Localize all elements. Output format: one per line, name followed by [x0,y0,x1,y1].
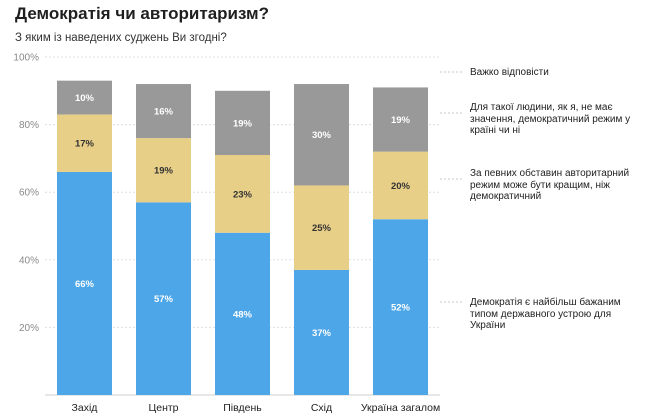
chart-subtitle: З яким із наведених суджень Ви згодні? [15,32,227,44]
x-tick-label: Захід [72,402,98,414]
bar-segment [57,80,112,115]
data-label: 48% [233,309,253,320]
data-label: 20% [391,181,411,192]
chart-title: Демократія чи авторитаризм? [15,4,269,23]
y-tick-label: 60% [19,188,39,199]
data-label: 37% [312,328,332,339]
data-label: 66% [75,279,95,290]
bar-segment [373,219,428,395]
data-label: 57% [154,294,174,305]
data-label: 16% [154,107,174,118]
data-label: 19% [233,118,253,129]
data-label: 19% [391,115,411,126]
bar-segment [136,138,191,203]
bar-segment [294,185,349,270]
bar-segment [373,87,428,152]
y-tick-label: 20% [19,323,39,334]
legend-item-hard-to-answer: Важко відповісти [470,67,549,78]
bar-segment [215,232,270,395]
x-tick-label: Україна загалом [361,402,440,414]
bar-segment [57,171,112,395]
data-label: 23% [233,189,253,200]
bar-segment [215,90,270,156]
bar-segment [294,269,349,395]
legend-item-no-difference: Для такої людини, як я, не має значення,… [470,102,631,136]
y-tick-label: 80% [19,120,39,131]
y-tick-label: 40% [19,255,39,266]
bar-segment [215,155,270,233]
data-label: 52% [391,303,411,314]
bar-segment [136,84,191,139]
legend-item-authoritarian: За певних обставин авторитарний режим мо… [470,168,630,202]
legend-item-democracy: Демократія є найбільш бажаним типом держ… [470,297,621,331]
bar-segment [294,84,349,186]
bar-segment [57,114,112,172]
data-label: 19% [154,166,174,177]
x-tick-label: Центр [148,402,178,414]
x-tick-label: Південь [223,402,262,414]
bar-segment [373,151,428,220]
bar-segment [136,202,191,395]
x-tick-label: Схід [311,402,332,414]
y-tick-label: 100% [13,53,39,64]
data-label: 25% [312,223,332,234]
data-label: 30% [312,130,332,141]
data-label: 10% [75,93,95,104]
data-label: 17% [75,139,95,150]
